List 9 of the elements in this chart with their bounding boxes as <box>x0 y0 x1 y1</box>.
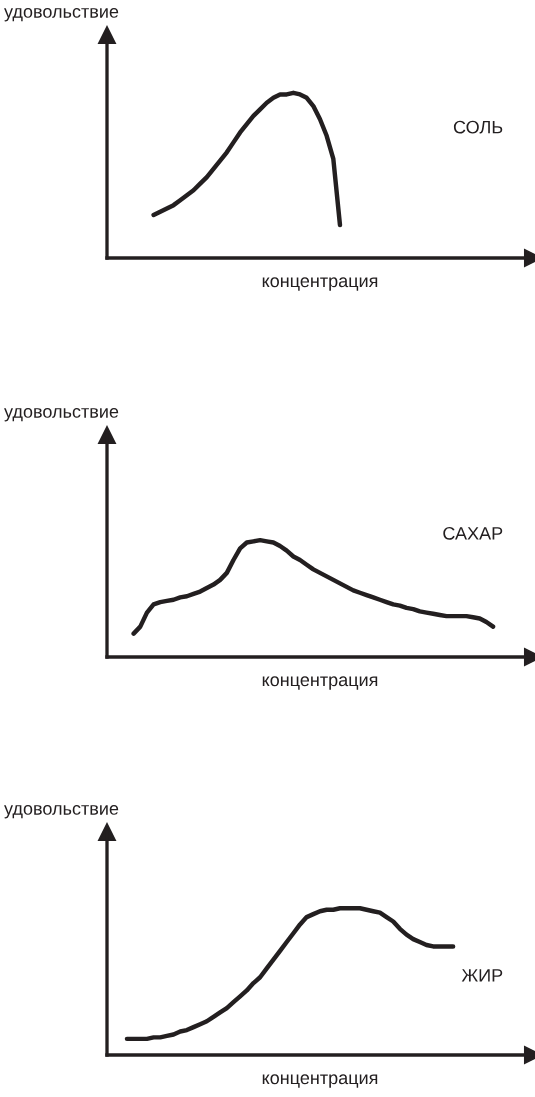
y-axis-title: удовольствие <box>4 7 119 22</box>
x-axis-title: концентрация <box>262 1074 378 1088</box>
y-axis-title: удовольствие <box>4 407 119 422</box>
x-axis-title: концентрация <box>262 277 378 291</box>
series-label: ЖИР <box>461 969 503 982</box>
x-axis-title: концентрация <box>262 676 378 690</box>
y-axis-title: удовольствие <box>4 804 119 819</box>
text: САХАР <box>443 526 503 540</box>
text: СОЛЬ <box>453 120 503 134</box>
